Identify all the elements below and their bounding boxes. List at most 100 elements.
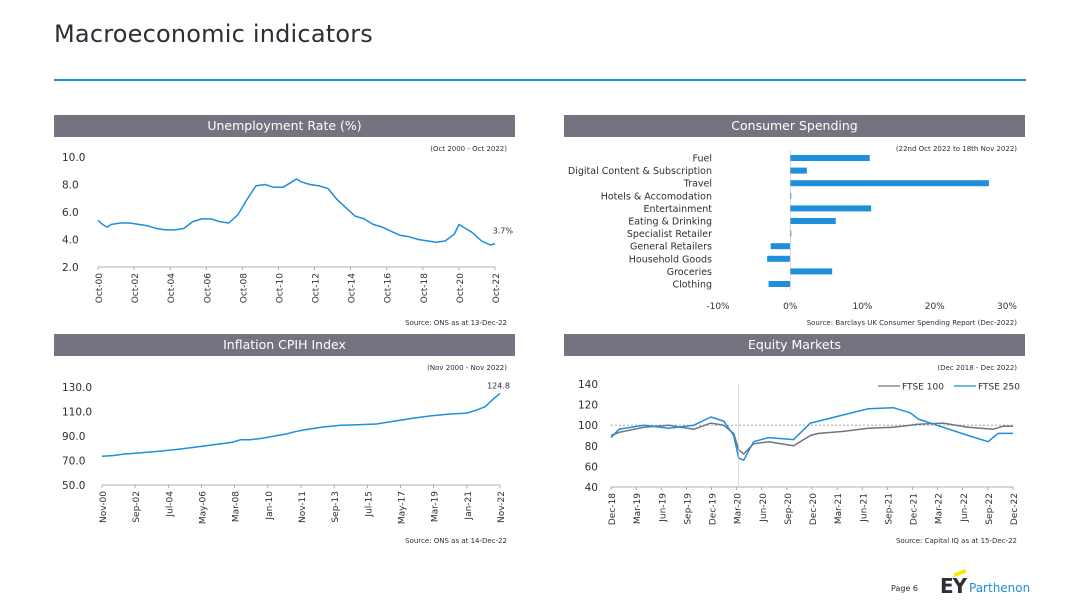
inflation-chart: (Nov 2000 - Nov 2022) 130.0 110.0 90.0 70.0 5…	[62, 364, 510, 545]
x-tick-label: Sep-21	[884, 493, 894, 525]
inflation-panel: Inflation CPIH Index (Nov 2000 - Nov 202…	[54, 334, 515, 545]
x-tick-label: Mar-20	[734, 493, 744, 524]
x-tick-label: Sep-13	[331, 491, 341, 523]
x-tick-label: Dec-18	[608, 493, 618, 525]
x-tick-label: Oct-16	[384, 273, 394, 304]
equity-chart: (Dec 2018 - Dec 2022) 140 120 100 80 60 40 Dec-…	[578, 364, 1020, 545]
x-tick-label: Nov-11	[298, 491, 308, 523]
x-tick-label: 0%	[783, 302, 798, 312]
unemployment-chart: (Oct 2000 - Oct 2022) 10.0 8.0 6.0 4.0 2.0 Oct…	[62, 145, 514, 327]
x-tick-label: Nov-22	[497, 491, 507, 523]
category-label: Hotels & Accomodation	[601, 191, 712, 202]
legend-label-1: FTSE 100	[902, 383, 944, 393]
y-tick-label: 10.0	[62, 152, 85, 164]
x-tick-label: Oct-06	[203, 273, 213, 304]
y-tick-label: 100	[578, 420, 598, 432]
equity-title: Equity Markets	[564, 334, 1025, 356]
y-tick-label: 130.0	[62, 382, 92, 394]
x-tick-label: Dec-20	[809, 493, 819, 525]
x-tick-label: Jun-19	[658, 493, 668, 523]
category-label: Digital Content & Subscription	[568, 166, 712, 177]
category-label: Groceries	[667, 267, 712, 278]
x-tick-label: 10%	[852, 302, 872, 312]
x-tick-label: Oct-00	[95, 273, 105, 304]
y-tick-label: 140	[578, 379, 598, 391]
y-tick-label: 80	[585, 441, 598, 453]
category-label: General Retailers	[630, 242, 712, 253]
bar	[770, 243, 791, 250]
x-tick-label: Oct-02	[131, 273, 141, 303]
x-tick-label: Jul-04	[165, 491, 175, 518]
bar	[790, 218, 836, 224]
x-tick-label: Dec-19	[709, 493, 719, 525]
x-tick-label: Oct-04	[167, 273, 177, 304]
category-label: Fuel	[693, 154, 712, 165]
title-divider	[54, 79, 1026, 81]
y-tick-label: 60	[585, 461, 598, 473]
x-tick-label: 20%	[925, 302, 945, 312]
y-tick-label: 110.0	[62, 407, 92, 419]
end-value-label: 124.8	[487, 381, 510, 390]
x-tick-label: Mar-22	[935, 493, 945, 524]
x-tick-label: Oct-18	[420, 273, 430, 304]
series-line-1	[97, 178, 496, 246]
bar	[790, 268, 833, 275]
page-title: Macroeconomic indicators	[54, 20, 373, 48]
y-tick-label: 120	[578, 400, 598, 412]
x-tick-label: Dec-22	[1010, 493, 1020, 525]
chart-subtitle: (Nov 2000 - Nov 2022)	[427, 364, 507, 372]
spending-panel: Consumer Spending (22nd Oct 2022 to 18th…	[564, 115, 1025, 327]
inflation-title: Inflation CPIH Index	[54, 334, 515, 356]
x-tick-label: Sep-22	[985, 493, 995, 525]
bar	[790, 230, 792, 237]
unemployment-title: Unemployment Rate (%)	[54, 115, 515, 137]
x-tick-label: -10%	[706, 302, 730, 312]
chart-subtitle: (22nd Oct 2022 to 18th Nov 2022)	[896, 145, 1017, 153]
chart-source: Source: Capital IQ as at 15-Dec-22	[896, 537, 1017, 545]
bar	[767, 255, 791, 262]
chart-source: Source: ONS as at 13-Dec-22	[405, 319, 507, 327]
category-label: Household Goods	[629, 254, 712, 265]
x-tick-label: 30%	[997, 302, 1017, 312]
x-tick-label: Oct-08	[239, 273, 249, 304]
x-tick-label: Sep-02	[132, 491, 142, 523]
y-tick-label: 50.0	[62, 480, 85, 492]
logo-ey-text: EY	[940, 574, 967, 598]
x-tick-label: Sep-20	[784, 493, 794, 525]
x-tick-label: Sep-19	[683, 493, 693, 525]
bar	[790, 155, 870, 161]
chart-subtitle: (Dec 2018 - Dec 2022)	[937, 364, 1017, 372]
category-label: Eating & Drinking	[628, 217, 712, 228]
logo-parthenon-text: Parthenon	[969, 581, 1031, 595]
bar	[790, 192, 792, 199]
series-line-2	[610, 406, 1013, 461]
x-tick-label: Dec-21	[910, 493, 920, 525]
category-label: Clothing	[672, 280, 712, 291]
y-tick-label: 4.0	[62, 235, 79, 247]
bar	[768, 281, 791, 287]
chart-subtitle: (Oct 2000 - Oct 2022)	[430, 145, 507, 153]
end-value-label: 3.7%	[493, 227, 514, 236]
series-line-1	[101, 392, 501, 458]
x-tick-label: May-17	[398, 491, 408, 524]
x-tick-label: May-06	[199, 491, 209, 524]
x-tick-label: Oct-22	[492, 273, 502, 303]
chart-source: Source: ONS as at 14-Dec-22	[405, 537, 507, 545]
y-tick-label: 2.0	[62, 262, 79, 274]
x-tick-label: Oct-14	[348, 273, 358, 304]
bar	[790, 167, 807, 174]
bar	[790, 180, 989, 187]
series-line-1	[610, 422, 1013, 455]
y-tick-label: 8.0	[62, 180, 79, 192]
x-tick-label: Mar-19	[431, 491, 441, 522]
page-number: Page 6	[891, 584, 918, 593]
y-tick-label: 40	[585, 482, 598, 494]
x-tick-label: Jun-22	[960, 493, 970, 523]
category-label: Entertainment	[643, 204, 712, 215]
equity-panel: Equity Markets (Dec 2018 - Dec 2022) 140 1…	[564, 334, 1025, 545]
x-tick-label: Oct-10	[275, 273, 285, 304]
x-tick-label: Jun-21	[859, 493, 869, 523]
x-tick-label: Jul-15	[364, 491, 374, 518]
spending-title: Consumer Spending	[564, 115, 1025, 137]
chart-source: Source: Barclays UK Consumer Spending Re…	[807, 319, 1018, 327]
